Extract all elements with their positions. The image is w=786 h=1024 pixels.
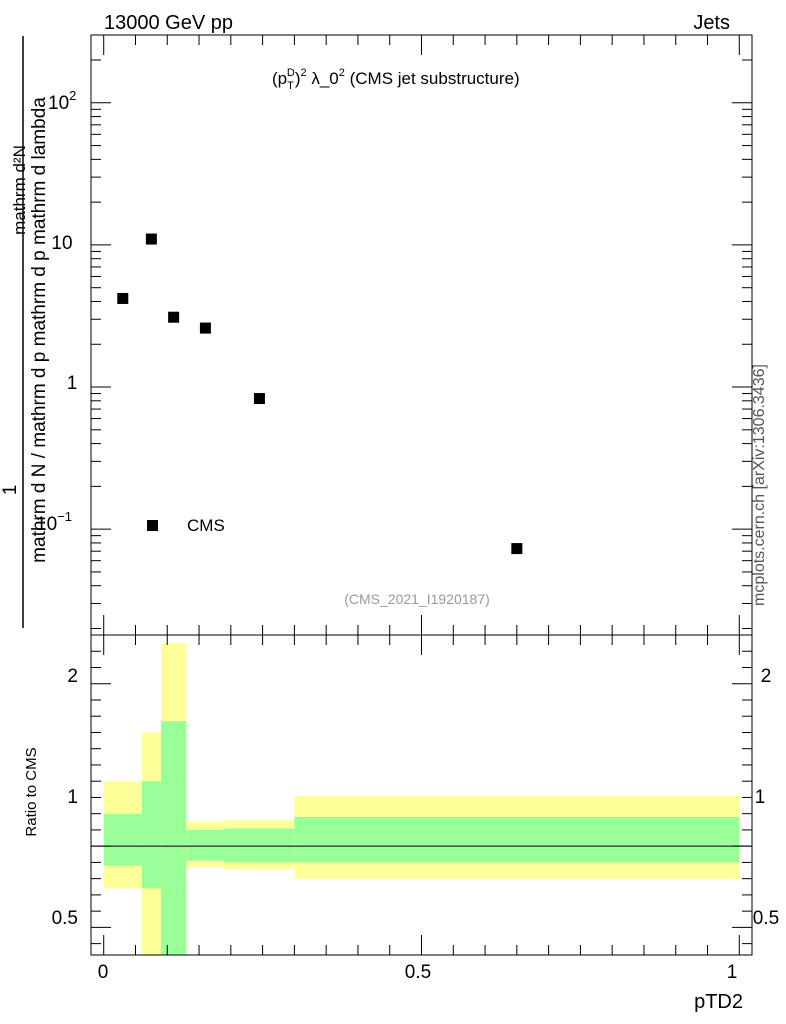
cms-marker-4 bbox=[253, 393, 265, 405]
cms-markers bbox=[117, 233, 523, 555]
main-axis-ticks bbox=[91, 34, 752, 635]
title-lambda: λ_0 bbox=[307, 69, 339, 88]
ratio-ytick-right-0.5: 0.5 bbox=[753, 908, 779, 929]
ylabel-top: mathrm d²N bbox=[10, 145, 29, 235]
xtick-label-0: 0 bbox=[98, 962, 109, 983]
ytick-label-0.1: 10−1 bbox=[36, 509, 72, 535]
ratio-axis-ticks bbox=[91, 635, 752, 955]
cms-marker-0 bbox=[117, 292, 129, 304]
header-jets-label: Jets bbox=[693, 12, 730, 34]
ytick-label-100: 102 bbox=[48, 88, 76, 114]
ratio-ylabel: Ratio to CMS bbox=[23, 747, 40, 836]
ratio-band-green-3 bbox=[186, 829, 225, 861]
ytick-label-10: 10 bbox=[51, 233, 72, 254]
ratio-band-green-2 bbox=[160, 721, 187, 955]
main-ylabel: 1 mathrm d N / mathrm d p mathrm d p mat… bbox=[0, 36, 50, 628]
ratio-ytick-right-1: 1 bbox=[755, 787, 766, 808]
ratio-band-green-1 bbox=[141, 781, 161, 889]
plot-title: (pTD)2 λ_02 (CMS jet substructure) bbox=[272, 67, 520, 92]
analysis-watermark: (CMS_2021_I1920187) bbox=[344, 591, 490, 607]
ylabel-denominator: mathrm d N / mathrm d p mathrm d p mathr… bbox=[29, 97, 50, 563]
ytick-label-1: 1 bbox=[67, 373, 78, 394]
title-exp: 2 bbox=[300, 67, 306, 79]
title-sup-d: D bbox=[287, 67, 295, 79]
ratio-panel-frame bbox=[90, 634, 753, 956]
title-sub-t: T bbox=[287, 80, 294, 92]
ratio-band-green-5 bbox=[294, 816, 740, 863]
cms-marker-2 bbox=[168, 311, 180, 323]
cms-marker-1 bbox=[145, 233, 157, 245]
xtick-label-0.5: 0.5 bbox=[405, 962, 431, 983]
title-tail: (CMS jet substructure) bbox=[345, 69, 520, 88]
ratio-ytick-left-2: 2 bbox=[67, 666, 78, 687]
title-p: (p bbox=[272, 69, 287, 88]
ratio-band-green-0 bbox=[103, 813, 142, 866]
ratio-band-green-4 bbox=[224, 828, 295, 863]
main-panel-frame bbox=[90, 34, 753, 636]
header-energy-label: 13000 GeV pp bbox=[104, 12, 233, 34]
ratio-ytick-left-0.5: 0.5 bbox=[52, 908, 78, 929]
title-exp2: 2 bbox=[339, 67, 345, 79]
mcplots-side-label: mcplots.cern.ch [arXiv:1306.3436] bbox=[751, 364, 768, 606]
cms-marker-3 bbox=[199, 322, 211, 334]
legend-marker-cms bbox=[147, 520, 158, 531]
ylabel-numerator: 1 bbox=[0, 485, 21, 496]
ratio-bands bbox=[103, 643, 740, 955]
xaxis-label: pTD2 bbox=[694, 991, 743, 1013]
xtick-label-1: 1 bbox=[727, 962, 738, 983]
legend-label-cms: CMS bbox=[187, 516, 225, 535]
ratio-ytick-left-1: 1 bbox=[67, 787, 78, 808]
cms-marker-5 bbox=[511, 543, 523, 555]
ratio-ytick-right-2: 2 bbox=[761, 666, 772, 687]
